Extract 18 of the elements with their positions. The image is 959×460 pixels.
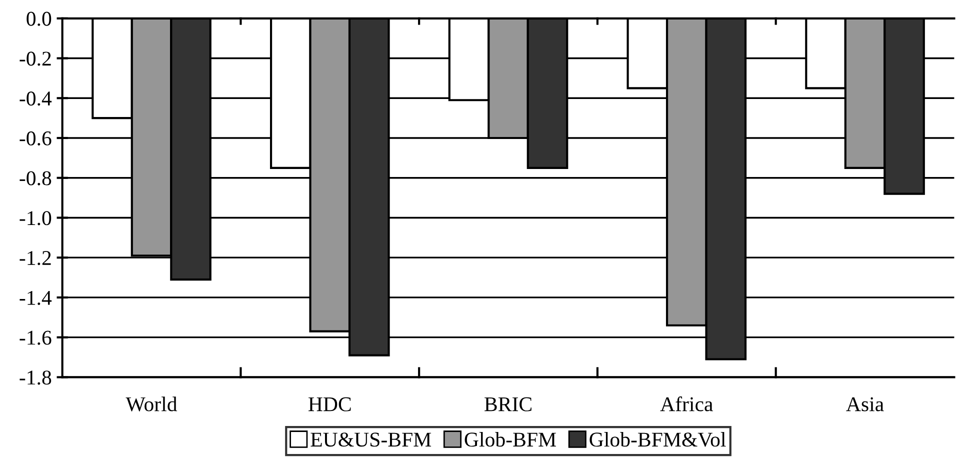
y-tick-label: -1.2	[20, 251, 51, 266]
x-tick-label: World	[126, 396, 178, 412]
y-tick-label: -0.6	[20, 131, 52, 146]
y-tick-label: -0.2	[20, 52, 51, 66]
y-tick-label: -1.0	[20, 211, 52, 226]
legend-label: EU&US-BFM	[310, 432, 432, 447]
x-tick-label: Asia	[846, 397, 884, 412]
y-tick-label: -1.6	[20, 330, 52, 345]
x-tick-label: BRIC	[484, 397, 532, 412]
y-tick-label: 0.0	[26, 12, 52, 26]
y-tick-label: -0.4	[20, 92, 52, 106]
x-tick-label: Africa	[660, 396, 713, 412]
x-tick-label: HDC	[308, 397, 351, 412]
legend-label: Glob-BFM&Vol	[590, 432, 726, 447]
y-tick-label: -0.8	[20, 171, 52, 186]
y-tick-label: -1.8	[20, 370, 52, 385]
y-tick-label: -1.4	[20, 290, 52, 305]
legend-label: Glob-BFM	[464, 432, 556, 447]
